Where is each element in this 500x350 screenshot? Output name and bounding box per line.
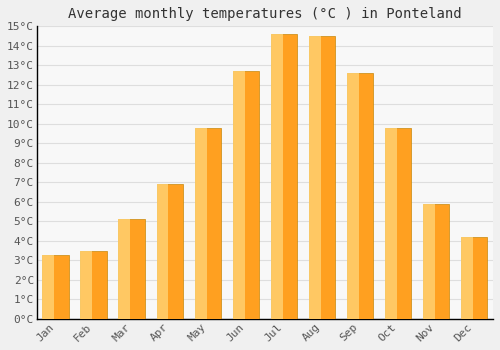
Bar	[384, 128, 411, 319]
Bar	[118, 219, 130, 319]
Bar	[80, 251, 107, 319]
Bar	[42, 254, 69, 319]
Bar	[422, 204, 450, 319]
Bar	[346, 73, 374, 319]
Bar	[422, 204, 434, 319]
Bar	[232, 71, 259, 319]
Bar	[156, 184, 168, 319]
Bar	[42, 254, 54, 319]
Bar	[308, 36, 320, 319]
Bar	[80, 251, 92, 319]
Bar	[346, 73, 358, 319]
Bar	[460, 237, 487, 319]
Bar	[384, 128, 396, 319]
Title: Average monthly temperatures (°C ) in Ponteland: Average monthly temperatures (°C ) in Po…	[68, 7, 462, 21]
Bar	[232, 71, 244, 319]
Bar	[118, 219, 145, 319]
Bar	[270, 34, 297, 319]
Bar	[156, 184, 183, 319]
Bar	[308, 36, 335, 319]
Bar	[194, 128, 206, 319]
Bar	[194, 128, 221, 319]
Bar	[270, 34, 282, 319]
Bar	[460, 237, 472, 319]
